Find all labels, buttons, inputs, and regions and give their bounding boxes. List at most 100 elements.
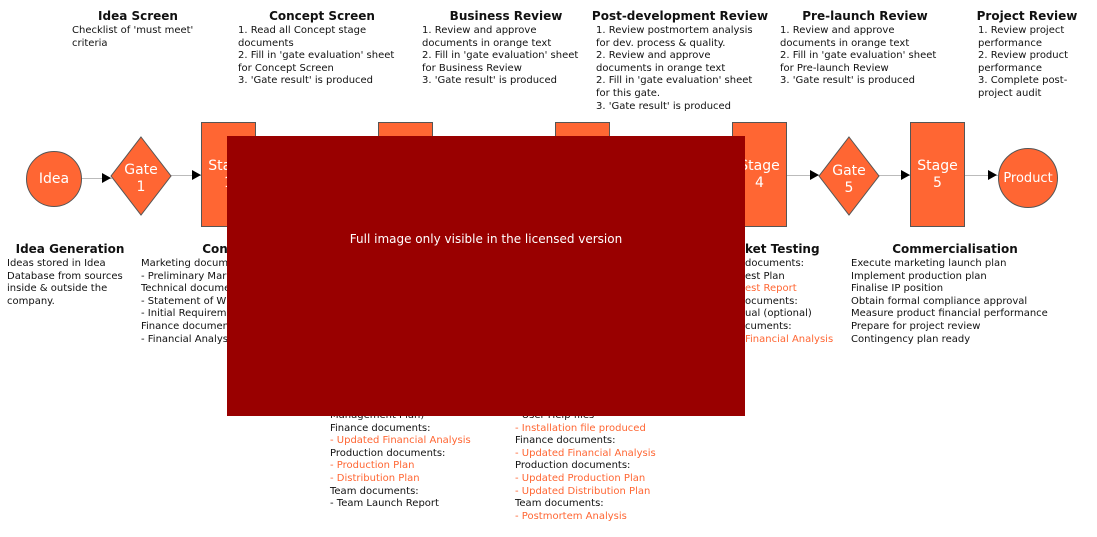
stage-line: - Updated Financial Analysis [515,447,656,459]
stage-line: Contingency plan ready [851,333,971,345]
gate-title: Business Review [449,9,563,23]
arrow-icon [192,170,201,180]
stage-line: Finance documents: [330,422,431,434]
gate-line: for Concept Screen [238,62,334,74]
gate-description: 1. Read all Concept stage documents 2. Fil… [238,25,394,88]
gate-description: 1. Review project performance 2. Review pr… [978,25,1068,101]
stage-line: - Updated Distribution Plan [515,485,651,497]
stage-4-label: Stage 4 [739,157,780,191]
stage-description: - User Help files- Installation file pro… [515,410,656,523]
stage-line: - Preliminary Mar [141,270,227,282]
stage-description: Management Plan)Finance documents:- Upda… [330,410,471,511]
stage-line: - Initial Requirem [141,308,227,320]
stage-title: Idea Generation [15,242,125,256]
stage-line: - Postmortem Analysis [515,510,627,522]
stage-line: cuments: [745,320,792,332]
stage-line: inside & outside the [7,283,108,295]
gate-line: for dev. process & quality. [596,37,726,49]
gate-line: documents [238,37,294,49]
stage-line: Marketing docum [141,258,229,269]
stage-description: Execute marketing launch plan Implement p… [851,258,1048,346]
gate-1-diamond [110,136,172,216]
gate-line: 3. 'Gate result' is produced [238,75,374,87]
gate-line: 2. Review product [978,50,1069,62]
gate-line: 2. Fill in 'gate evaluation' sheet [238,50,395,62]
stage-5-box: Stage 5 [910,122,965,227]
connector [80,178,112,179]
product-label: Product [1003,170,1053,186]
gate-line: for Pre-launch Review [780,62,889,74]
gate-line: project audit [978,87,1042,99]
gate-line: 1. Review project [978,25,1065,36]
arrow-icon [901,170,910,180]
stage-title: Con [202,242,228,256]
stage-line: ual (optional) [745,308,812,320]
gate-line: 2. Fill in 'gate evaluation' sheet [596,75,753,87]
stage-line: Implement production plan [851,270,987,282]
stage-line: Team documents: [330,485,419,497]
gate-line: for this gate. [596,87,661,99]
arrow-icon [810,170,819,180]
stage-line: Obtain formal compliance approval [851,295,1028,307]
gate-description: 1. Review and approve documents in orange… [422,25,578,88]
gate-description: 1. Review and approve documents in orange… [780,25,936,88]
stage-line: Technical docume [141,283,231,295]
stage-line: Team documents: [515,498,604,510]
gate-line: 1. Review postmortem analysis [596,25,753,36]
connector [786,175,820,176]
stage-line: company. [7,295,55,307]
stage-line: - Installation file produced [515,422,646,434]
gate-title: Post-development Review [591,9,769,23]
stage-line: - Updated Financial Analysis [330,435,471,447]
stage-line: ocuments: [745,295,798,307]
arrow-icon [102,173,111,183]
license-notice: Full image only visible in the licensed … [349,232,623,246]
stage-description: Ideas stored in Idea Database from source… [7,258,123,308]
stage-line: Finance documen [141,320,229,332]
stage-line: Financial Analysis [745,333,834,345]
gate-title: Pre-launch Review [802,9,928,23]
gate-line: performance [978,37,1043,49]
stage-line: - Distribution Plan [330,472,420,484]
gate-line: 2. Fill in 'gate evaluation' sheet [422,50,579,62]
stage-title: Commercialisation [892,242,1018,256]
product-node: Product [998,148,1058,208]
stage-line: - Financial Analys [141,333,228,345]
gate-line: 3. 'Gate result' is produced [596,100,732,112]
stage-description: Marketing docum - Preliminary Mar Technica… [141,258,230,346]
stage-line: documents: [745,258,805,269]
stage-5-label: Stage 5 [917,157,958,191]
stage-line: Execute marketing launch plan [851,258,1007,269]
gate-line: 1. Read all Concept stage [238,25,367,36]
stage-line: est Report [745,283,797,295]
gate-line: 1. Review and approve [422,25,537,36]
connector [171,175,201,176]
stage-line: est Plan [745,270,785,282]
stage-line: - Statement of W [141,295,227,307]
stage-line: - Team Launch Report [330,498,439,510]
connector [964,175,998,176]
gate-line: documents in orange text [422,37,552,49]
stage-description: documents: est Plan est Report ocuments: ual… [745,258,833,346]
idea-label: Idea [38,170,70,187]
connector [879,175,910,176]
stage-line: Finance documents: [515,435,616,447]
gate-title: Project Review [976,9,1078,23]
stage-line: Prepare for project review [851,320,981,332]
gate-line: documents in orange text [780,37,910,49]
gate-title: Idea Screen [98,9,178,23]
stage-line: Production documents: [330,447,446,459]
gate-line: 3. 'Gate result' is produced [422,75,558,87]
gate-line: criteria [72,37,108,49]
arrow-icon [988,170,997,180]
stage-line: Measure product financial performance [851,308,1048,320]
gate-description: Checklist of 'must meet' criteria [72,25,193,50]
gate-line: documents in orange text [596,62,726,74]
stage-line: Production documents: [515,460,631,472]
gate-line: 2. Review and approve [596,50,711,62]
gate-title: Concept Screen [269,9,375,23]
gate-line: 3. 'Gate result' is produced [780,75,916,87]
gate-5-diamond [818,136,880,216]
gate-line: 2. Fill in 'gate evaluation' sheet [780,50,937,62]
